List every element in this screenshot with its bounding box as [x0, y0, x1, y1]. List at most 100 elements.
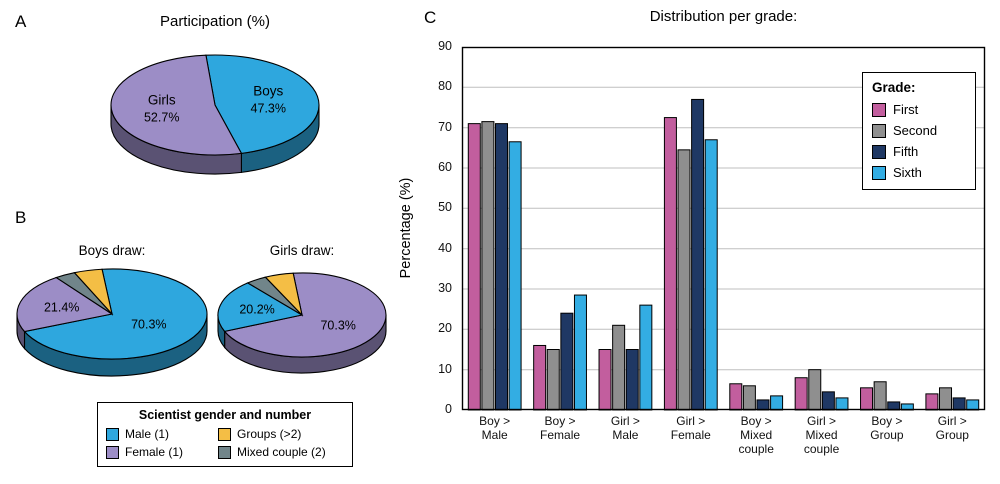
pie-slice-name: Girls: [148, 92, 176, 107]
legend-label: First: [893, 102, 919, 117]
bar-fifth-2: [625, 349, 639, 411]
legend-item-first: First: [872, 102, 966, 117]
legend-item: Mixed couple (2): [218, 445, 344, 459]
y-tick-label: 50: [438, 200, 452, 215]
bar-fifth-6: [887, 401, 901, 411]
legend-swatch: [872, 102, 886, 117]
y-tick-label: 90: [438, 39, 452, 53]
participation-pie: Boys 47.3% Girls 52.7%: [110, 54, 320, 175]
girls-draw-pie: 70.3% 20.2%: [217, 272, 387, 374]
bar-first-3: [663, 117, 677, 411]
x-category-label: Boy > Female: [540, 414, 581, 442]
pie-slice-value: 20.2%: [239, 303, 274, 317]
bar-first-5: [794, 377, 808, 411]
pie-slice: [217, 282, 304, 332]
bar-second-7: [939, 387, 953, 411]
legend-swatch: [872, 165, 886, 180]
pie-slice-value: 70.3%: [320, 319, 355, 333]
bar-second-5: [808, 369, 822, 411]
pie-slice: [16, 276, 114, 333]
pie-slice: [110, 54, 243, 156]
bar-fifth-0: [494, 123, 508, 411]
grade-legend-title: Grade:: [872, 80, 916, 95]
pie-slice-value: 21.4%: [44, 300, 79, 314]
y-tick-label: 60: [438, 160, 452, 174]
bar-chart-title: Distribution per grade:: [649, 8, 798, 25]
panel-a-label: A: [15, 12, 27, 31]
legend-swatch: [872, 144, 886, 159]
legend-label: Mixed couple (2): [237, 445, 326, 459]
y-tick-label: 80: [438, 79, 452, 94]
legend-item-second: Second: [872, 123, 966, 138]
bar-plot: [461, 46, 986, 411]
plot-border: [461, 46, 986, 411]
y-tick-label: 20: [438, 321, 452, 336]
panel-b-label: B: [15, 208, 27, 227]
boys-draw-pie: 70.3% 21.4%: [16, 268, 208, 377]
pie-slice-value: 70.3%: [131, 317, 166, 331]
bar-sixth-4: [770, 395, 784, 411]
bar-sixth-7: [966, 399, 980, 411]
girls-draw-pie-title: Girls draw:: [269, 243, 335, 258]
scientist-legend-items: Male (1) Female (1) Groups (>2) Mixed coupl…: [106, 427, 344, 459]
legend-label: Sixth: [893, 165, 922, 180]
bar-sixth-3: [704, 139, 718, 411]
bar-sixth-1: [573, 294, 587, 411]
legend-label: Male (1): [125, 427, 170, 441]
bar-first-4: [729, 383, 743, 411]
x-category-label: Girl > Female: [670, 414, 711, 442]
legend-swatch: [106, 427, 119, 441]
y-tick-label: 10: [438, 361, 452, 376]
pie-slice: [223, 272, 387, 358]
grade-legend-items: First Second Fifth Sixth: [872, 102, 966, 180]
pie-slice: [205, 54, 320, 154]
legend-label: Fifth: [893, 144, 919, 159]
legend-item-fifth: Fifth: [872, 144, 966, 159]
bar-first-6: [860, 387, 874, 411]
y-tick-label: 0: [445, 402, 452, 416]
bar-second-6: [873, 381, 887, 411]
bar-fifth-4: [756, 399, 770, 411]
bar-fifth-3: [691, 98, 705, 411]
bar-first-0: [467, 123, 481, 411]
y-axis-title: Percentage (%): [398, 177, 414, 279]
pie-slice: [23, 268, 208, 360]
x-category-label: Boy > Male: [479, 414, 511, 442]
x-category-label: Boy > Mixed couple: [738, 414, 774, 456]
bar-fifth-7: [952, 397, 966, 411]
x-category-label: Girl > Mixed couple: [803, 414, 840, 456]
x-category-label: Girl > Group: [935, 414, 969, 442]
legend-label: Female (1): [125, 445, 184, 459]
legend-swatch: [218, 445, 231, 459]
pie-slice-value: 52.7%: [144, 110, 179, 124]
participation-pie-title: Participation (%): [159, 13, 271, 30]
scientist-legend: Scientist gender and number Male (1) Fema…: [97, 402, 353, 467]
bar-second-4: [742, 385, 756, 411]
legend-label: Groups (>2): [237, 427, 302, 441]
legend-swatch: [106, 445, 119, 459]
x-category-label: Girl > Male: [610, 414, 640, 442]
pie-slice: [264, 272, 303, 317]
y-tick-label: 40: [438, 240, 452, 255]
bar-fifth-5: [821, 391, 835, 411]
x-category-label: Boy > Group: [870, 414, 904, 442]
y-tick-label: 70: [438, 119, 452, 134]
scientist-legend-title: Scientist gender and number: [138, 408, 312, 422]
plot-area: [461, 46, 986, 411]
legend-swatch: [872, 123, 886, 138]
legend-item: Female (1): [106, 445, 218, 459]
bar-second-0: [481, 121, 495, 411]
legend-item: Male (1): [106, 427, 218, 441]
bar-second-1: [546, 349, 560, 411]
pie-slice-name: Boys: [253, 84, 283, 99]
bar-second-3: [677, 149, 691, 411]
legend-item-sixth: Sixth: [872, 165, 966, 180]
pie-slice: [73, 268, 113, 316]
boys-draw-pie-title: Boys draw:: [78, 243, 146, 258]
legend-swatch: [218, 427, 231, 441]
y-tick-label: 30: [438, 281, 452, 295]
bar-sixth-0: [508, 141, 522, 411]
bar-fifth-1: [560, 312, 574, 411]
legend-item: Groups (>2): [218, 427, 344, 441]
